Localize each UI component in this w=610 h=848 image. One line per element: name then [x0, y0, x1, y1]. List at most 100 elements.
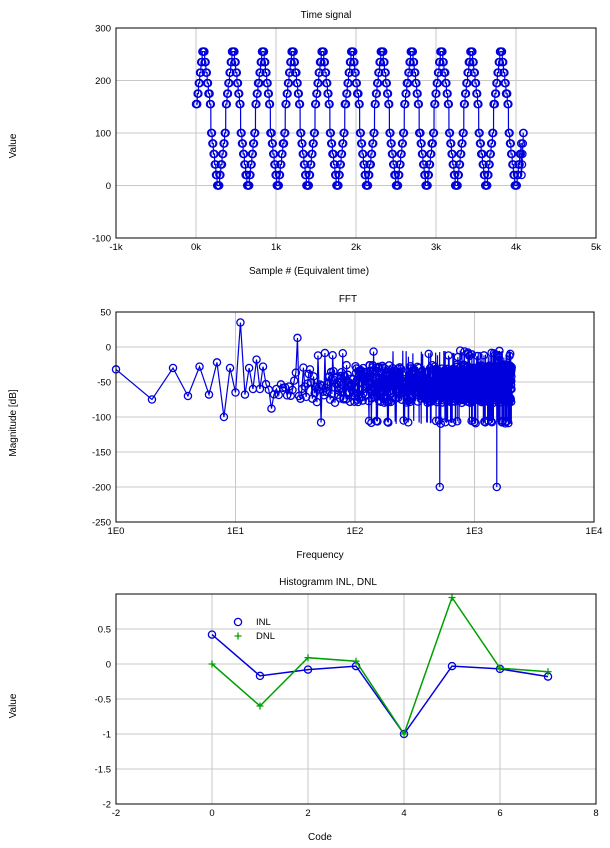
time-signal-point [486, 149, 496, 159]
fft-point [463, 349, 473, 359]
time-signal-point [469, 57, 478, 67]
time-signal-point [280, 128, 290, 138]
fft-point [349, 388, 358, 397]
time-signal-point [445, 128, 455, 138]
fft-point [282, 391, 292, 400]
time-signal-point [515, 160, 524, 169]
y-tick-label: -1.5 [95, 765, 111, 776]
fft-point [240, 390, 250, 399]
time-signal-point [337, 149, 347, 159]
time-signal-point [232, 68, 242, 77]
fft-point [467, 350, 477, 359]
inl-line [211, 634, 549, 736]
time-signal-point [299, 149, 308, 159]
inl-point [447, 661, 457, 671]
time-signal-point [406, 57, 415, 67]
time-signal-point [487, 139, 497, 148]
time-signal-point [490, 99, 500, 109]
time-signal-point [270, 160, 280, 169]
dnl-point [304, 654, 312, 662]
time-signal-point [491, 89, 501, 98]
time-signal-point [326, 128, 336, 138]
time-signal-title: Time signal [301, 10, 352, 21]
dnl-point [400, 730, 408, 738]
time-signal-point [226, 68, 235, 77]
fft-point [342, 360, 351, 370]
fft-point [316, 418, 326, 427]
time-signal-point [396, 160, 405, 169]
time-signal-point [230, 47, 239, 56]
inl-point [303, 665, 313, 674]
fft-point [311, 382, 321, 392]
time-signal-point [342, 89, 352, 98]
time-signal-ylabel: Value [8, 133, 19, 158]
time-signal-point [320, 57, 330, 67]
fft-point [431, 416, 441, 426]
x-tick-label: 0k [191, 242, 201, 253]
time-signal-point [450, 170, 460, 180]
time-signal-point [272, 170, 281, 180]
time-signal-point [462, 78, 472, 88]
fft-point [335, 394, 345, 403]
time-signal-point [400, 99, 410, 109]
fft-point [328, 350, 337, 360]
time-signal-point [311, 99, 321, 109]
fft-point [322, 387, 331, 397]
fft-point [225, 363, 235, 373]
fft-frame [115, 311, 595, 523]
fft-point [436, 419, 446, 428]
fft-point [303, 379, 312, 388]
time-signal-point [200, 47, 209, 56]
time-signal-point [227, 57, 236, 67]
fft-point [444, 351, 453, 360]
time-signal-point [374, 68, 384, 77]
fft-point [506, 397, 516, 407]
time-signal-point [460, 99, 470, 109]
time-signal-point [495, 57, 504, 67]
fft-point [494, 352, 504, 362]
time-signal-ticks: -1k 0k 1k 2k 3k 4k 5k -100 0 100 200 300 [92, 24, 601, 254]
fft-point [341, 395, 351, 404]
time-signal-point [331, 170, 341, 180]
fft-point [470, 417, 479, 427]
time-signal-point [238, 139, 248, 148]
fft-point [447, 418, 457, 427]
fft-point [479, 351, 489, 360]
y-tick-label: -200 [92, 483, 111, 494]
fft-point [383, 417, 392, 427]
fft-point [502, 417, 511, 426]
x-tick-label: 1E2 [347, 526, 364, 537]
y-tick-label: -2 [103, 800, 111, 811]
time-signal-point [476, 139, 486, 148]
time-signal-point [286, 57, 296, 67]
time-signal-point [246, 170, 255, 180]
time-signal-point [438, 47, 447, 56]
fft-point [369, 347, 378, 356]
time-signal-point [285, 68, 295, 77]
fft-point [506, 394, 515, 404]
time-signal-point [498, 57, 508, 67]
time-signal-point [351, 68, 360, 77]
fft-point [507, 372, 516, 381]
time-signal-point [256, 68, 265, 77]
time-signal-point [224, 78, 234, 88]
time-signal-point [253, 89, 262, 98]
time-signal-point [386, 128, 395, 138]
time-signal-point [221, 128, 230, 138]
time-signal-point [341, 99, 351, 109]
fft-point [373, 417, 382, 426]
x-tick-label: 4k [511, 242, 521, 253]
time-signal-point [497, 47, 507, 56]
time-signal-point [217, 160, 227, 169]
time-signal-point [461, 89, 471, 98]
time-signal-point [507, 149, 517, 159]
time-signal-point [346, 57, 356, 67]
fft-point [389, 375, 399, 385]
histogram-ticks: -2 0 2 4 6 8 -2 -1.5 -1 -0.5 0 0.5 [95, 625, 599, 820]
time-signal-point [368, 139, 378, 148]
time-signal-point [203, 78, 213, 88]
fft-point [274, 390, 283, 400]
time-signal-point [348, 47, 358, 56]
time-signal-point [206, 99, 216, 109]
